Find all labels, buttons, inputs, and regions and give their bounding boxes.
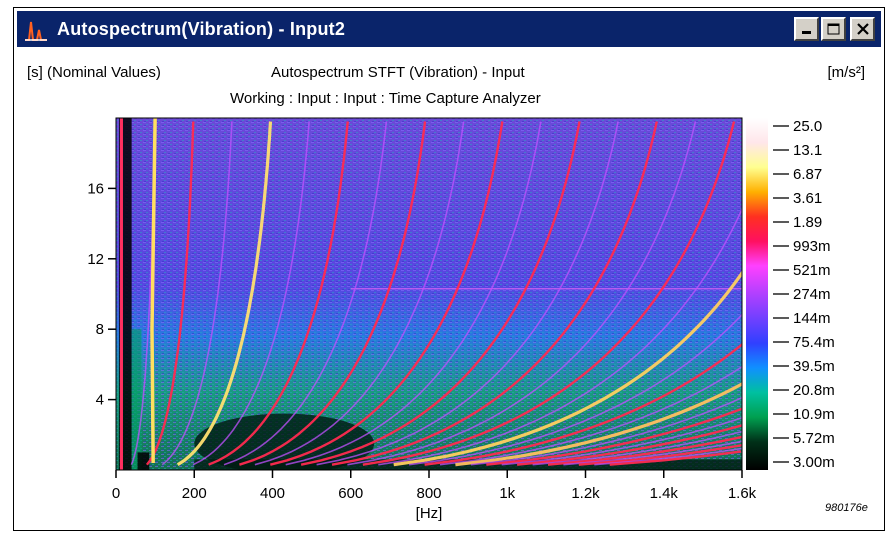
- harmonic-line: [393, 270, 742, 467]
- harmonic-line: [439, 365, 742, 466]
- harmonic-line: [145, 121, 195, 466]
- harmonic-line: [424, 342, 742, 466]
- colorbar-label: 20.8m: [793, 382, 835, 399]
- colorbar-ticks: 25.0 13.1 6.87 3.61 1.89 993m 521m 274m 144m 75.4…: [773, 118, 835, 471]
- x-tick-label: 400: [260, 485, 285, 502]
- chart-title: Autospectrum STFT (Vibration) - Input: [271, 64, 525, 81]
- minimize-icon: [801, 31, 811, 34]
- colorbar-unit: [m/s²]: [827, 64, 866, 81]
- harmonic-line: [486, 407, 742, 466]
- harmonic-line: [192, 121, 310, 466]
- colorbar-label: 25.0: [793, 118, 822, 135]
- harmonic-line: [150, 118, 157, 463]
- harmonic-line: [316, 121, 619, 466]
- harmonic-line: [378, 207, 742, 466]
- harmonic-line: [285, 121, 542, 466]
- axes: 0 200 400 600 800 1k 1.2k 1.4k 1.6k [Hz] 4 8 12 16: [87, 117, 757, 522]
- chart-subtitle: Working : Input : Input : Time Capture A…: [230, 90, 541, 107]
- x-tick-label: 200: [182, 485, 207, 502]
- spectrum-window: Autospectrum(Vibration) - Input2 [s] (No…: [13, 7, 885, 531]
- harmonic-line: [362, 121, 736, 466]
- colorbar-label: 5.72m: [793, 430, 835, 447]
- harmonic-line: [470, 396, 742, 466]
- colorbar-label: 13.1: [793, 142, 822, 159]
- colorbar-label: 521m: [793, 262, 831, 279]
- minimize-button[interactable]: [794, 17, 819, 41]
- colorbar-label: 3.61: [793, 190, 822, 207]
- spectrum-app-icon: [23, 16, 49, 42]
- colorbar-label: 993m: [793, 238, 831, 255]
- y-tick-label: 4: [96, 392, 104, 409]
- maximize-icon: [827, 23, 839, 34]
- y-tick-label: 8: [96, 321, 104, 338]
- harmonic-line: [331, 121, 658, 466]
- harmonic-line: [594, 447, 742, 466]
- harmonic-line: [609, 450, 742, 466]
- x-tick-label: 0: [112, 485, 120, 502]
- low-level-band: [131, 329, 142, 470]
- harmonic-line: [161, 121, 233, 466]
- x-tick-label: 1.6k: [728, 485, 757, 502]
- harmonic-line: [269, 121, 504, 466]
- spectrogram-noise: [116, 118, 742, 470]
- colorbar-label: 3.00m: [793, 454, 835, 471]
- chart-area: [s] (Nominal Values) Autospectrum STFT (…: [17, 50, 881, 527]
- close-button[interactable]: [850, 17, 875, 41]
- low-level-band: [137, 452, 150, 470]
- colorbar-label: 144m: [793, 310, 831, 327]
- y-axis-label: [s] (Nominal Values): [27, 64, 161, 81]
- harmonic-line: [176, 121, 273, 467]
- figure-code: 980176e: [825, 502, 868, 514]
- harmonic-line: [501, 416, 742, 466]
- title-bar[interactable]: Autospectrum(Vibration) - Input2: [17, 11, 881, 47]
- colorbar-label: 10.9m: [793, 406, 835, 423]
- colorbar-label: 39.5m: [793, 358, 835, 375]
- x-tick-label: 1.4k: [650, 485, 679, 502]
- colorbar-label: 1.89: [793, 214, 822, 231]
- window-title: Autospectrum(Vibration) - Input2: [57, 18, 346, 39]
- harmonic-line: [563, 440, 742, 466]
- spectrogram-chart: 0 200 400 600 800 1k 1.2k 1.4k 1.6k [Hz] 4 8 12 16 25…: [87, 117, 868, 522]
- window-controls: [794, 17, 875, 41]
- harmonic-line: [300, 121, 581, 466]
- harmonic-line: [516, 424, 742, 466]
- x-tick-label: 1.2k: [571, 485, 600, 502]
- close-icon: [856, 23, 869, 35]
- harmonic-line: [455, 382, 742, 467]
- colorbar-label: 6.87: [793, 166, 822, 183]
- y-tick-label: 16: [87, 180, 104, 197]
- colorbar-label: 274m: [793, 286, 831, 303]
- x-axis-label: [Hz]: [416, 505, 443, 522]
- harmonic-line: [239, 121, 427, 466]
- harmonic-line: [254, 121, 465, 466]
- x-tick-label: 800: [416, 485, 441, 502]
- harmonic-line: [208, 121, 349, 466]
- harmonic-line: [347, 121, 697, 466]
- y-tick-label: 12: [87, 251, 104, 268]
- maximize-button[interactable]: [821, 17, 846, 41]
- colorbar-label: 75.4m: [793, 334, 835, 351]
- x-tick-label: 1k: [499, 485, 515, 502]
- harmonic-line: [408, 313, 742, 466]
- colorbar: [746, 118, 768, 470]
- x-tick-label: 600: [338, 485, 363, 502]
- harmonic-line: [547, 435, 742, 466]
- harmonic-line: [223, 121, 388, 466]
- harmonic-line: [578, 443, 742, 466]
- spectrogram-plot: [116, 118, 742, 470]
- harmonic-line: [532, 430, 742, 466]
